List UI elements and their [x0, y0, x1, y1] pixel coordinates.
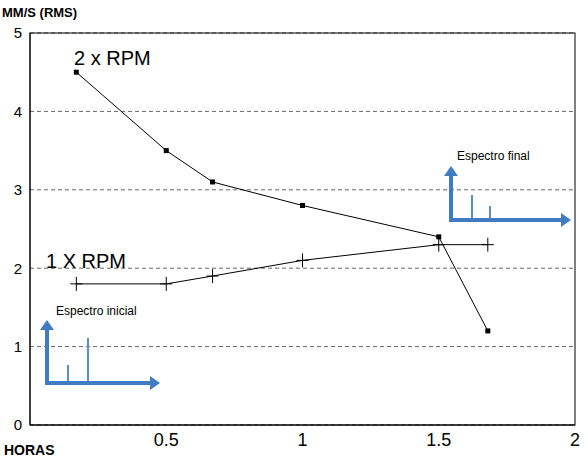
svg-text:HORAS: HORAS: [4, 442, 55, 458]
svg-text:MM/S (RMS): MM/S (RMS): [2, 5, 77, 20]
svg-text:2 x RPM: 2 x RPM: [74, 47, 151, 69]
svg-text:4: 4: [14, 103, 22, 120]
svg-text:5: 5: [14, 24, 22, 41]
svg-text:0.5: 0.5: [154, 430, 179, 450]
svg-text:1 X RPM: 1 X RPM: [46, 250, 126, 272]
svg-text:Espectro final: Espectro final: [457, 149, 530, 163]
svg-text:2: 2: [14, 260, 22, 277]
svg-text:1: 1: [297, 430, 307, 450]
svg-text:0: 0: [14, 416, 22, 433]
svg-text:1.5: 1.5: [426, 430, 451, 450]
svg-text:3: 3: [14, 181, 22, 198]
svg-text:Espectro inicial: Espectro inicial: [56, 304, 137, 318]
svg-text:1: 1: [14, 338, 22, 355]
svg-text:2: 2: [570, 430, 580, 450]
